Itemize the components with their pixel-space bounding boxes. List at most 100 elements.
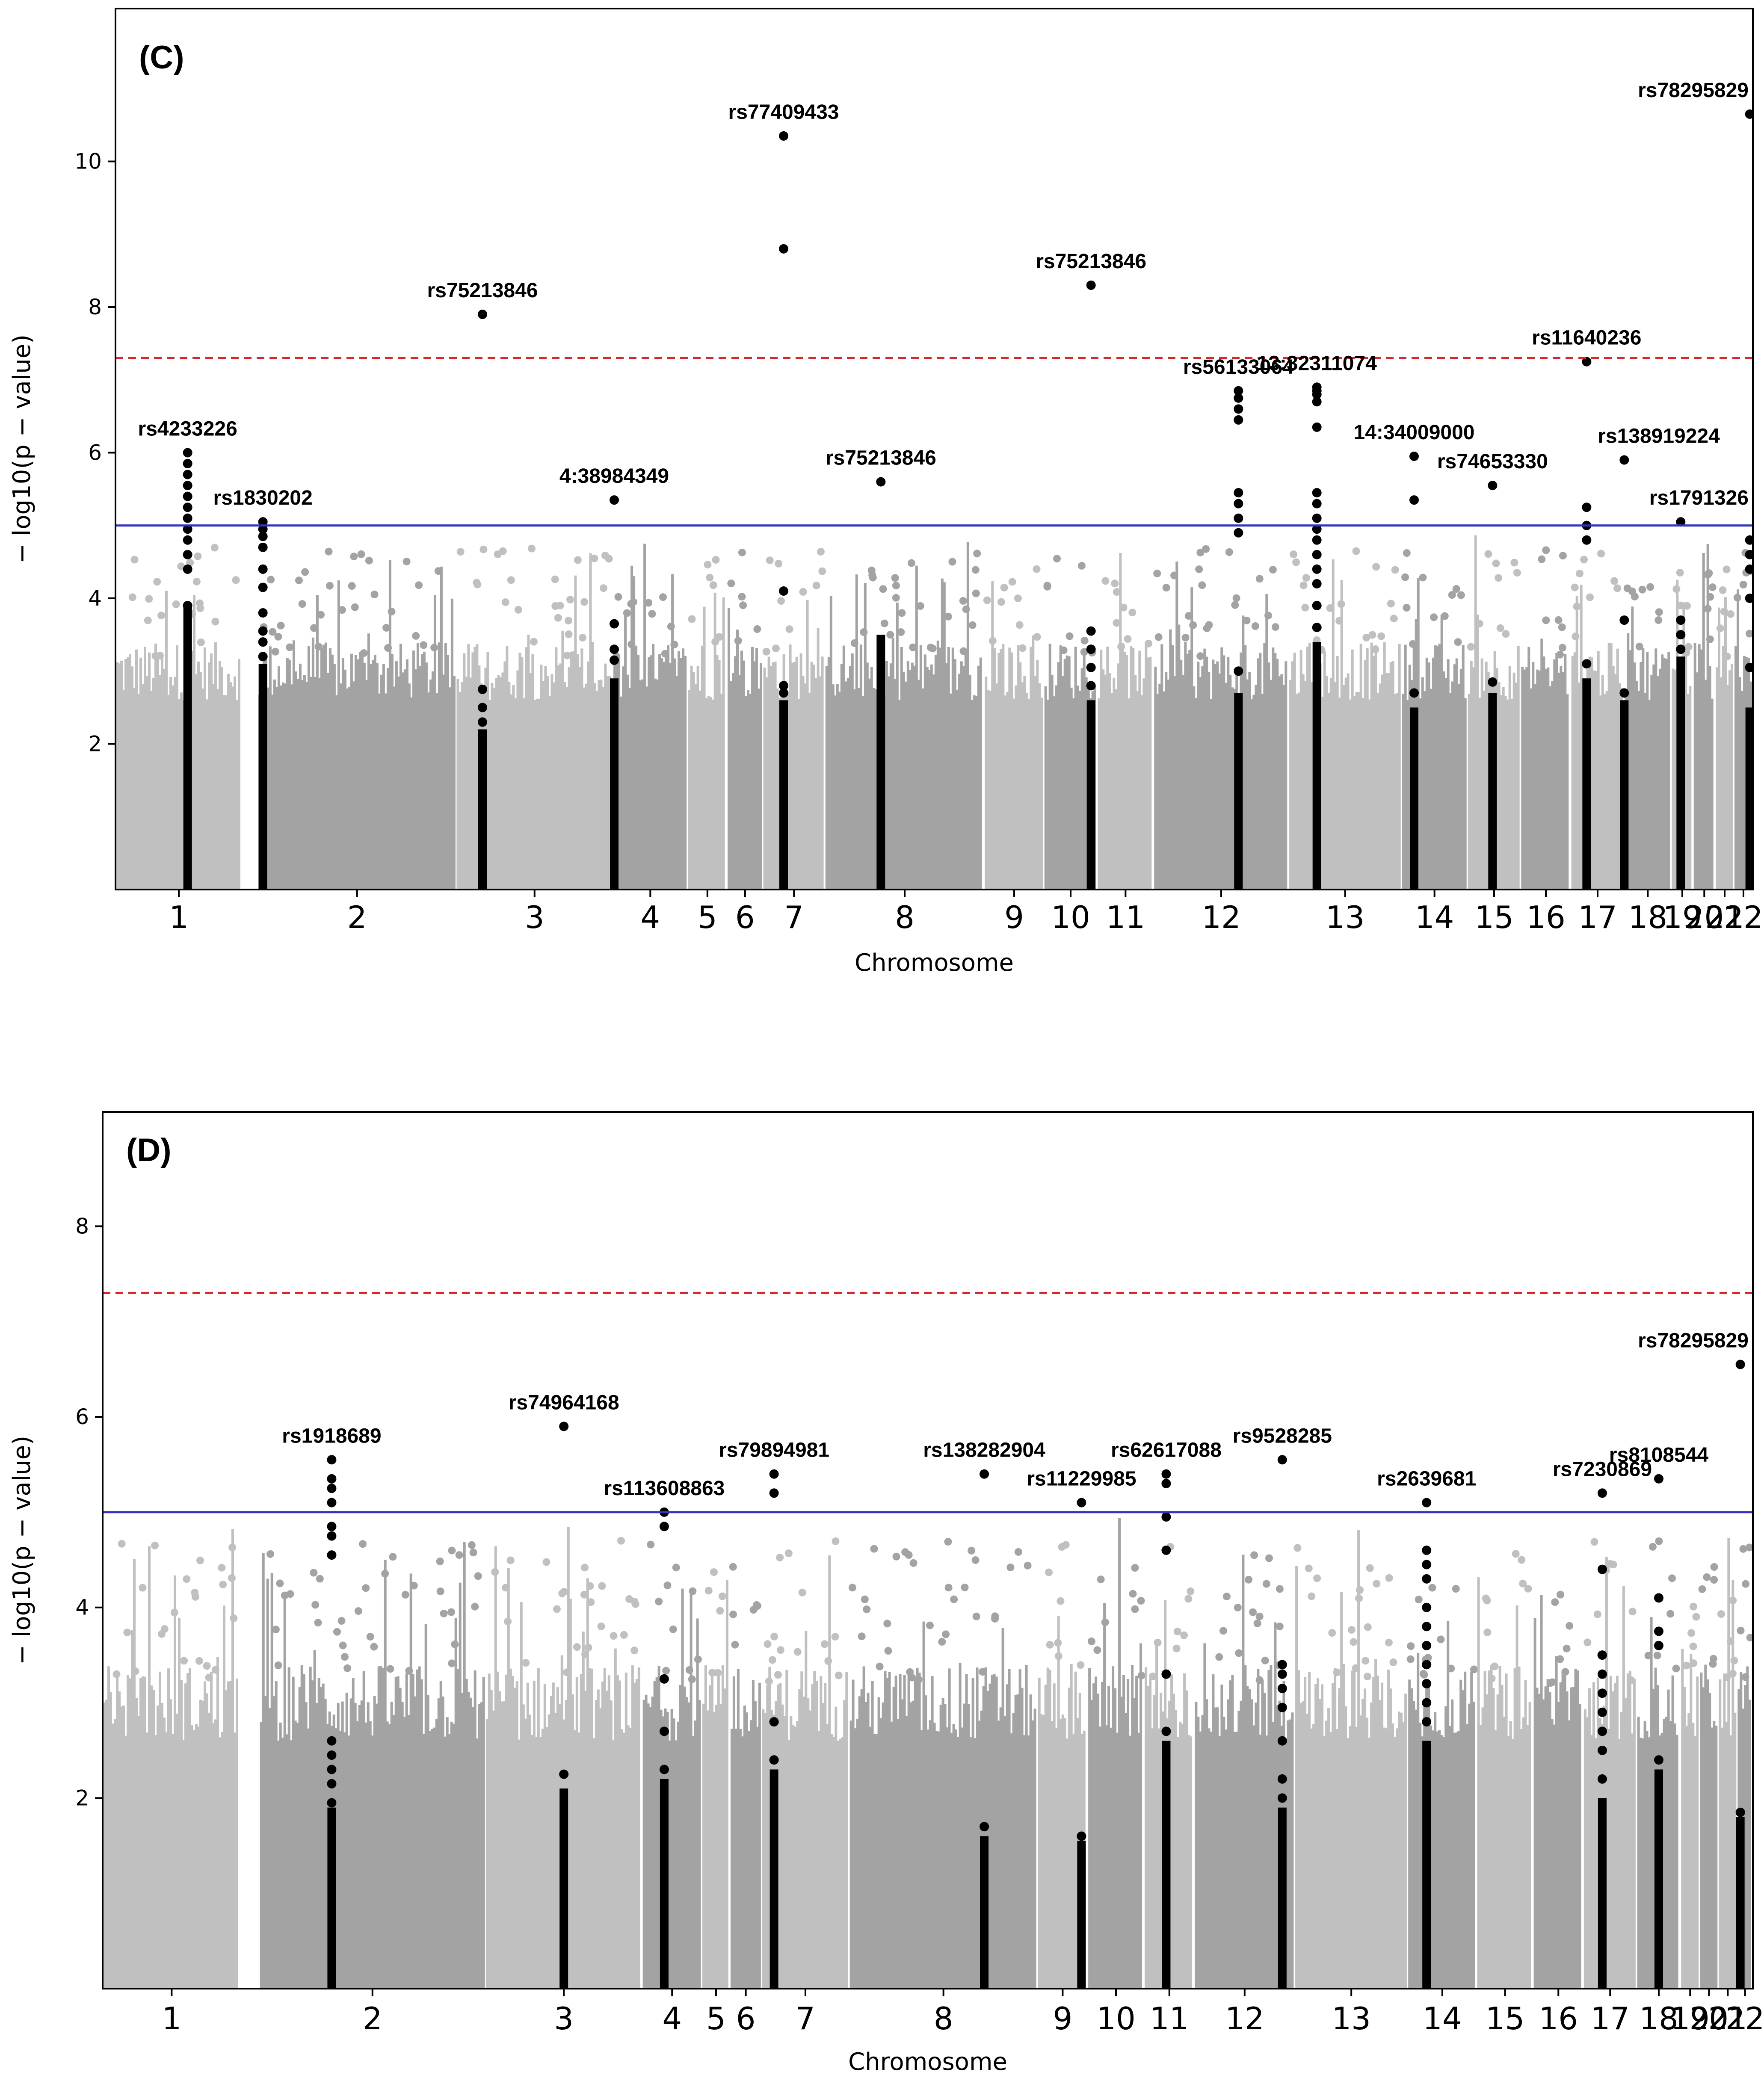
hit-snp-point	[1077, 1831, 1086, 1841]
snp-point	[1556, 650, 1564, 659]
hit-snp-point	[1597, 1707, 1607, 1717]
chromosome-3-band	[456, 553, 611, 890]
hit-snp-point	[1422, 1717, 1432, 1727]
snp-point	[1512, 1550, 1520, 1558]
snp-point	[1184, 1595, 1193, 1603]
snp-point	[929, 644, 937, 653]
snp-point	[139, 1584, 147, 1592]
hit-snp-point	[559, 1422, 569, 1431]
snp-point	[672, 1564, 680, 1572]
hit-snp-point	[769, 1469, 779, 1479]
snp-point	[997, 598, 1005, 606]
hit-snp-point	[258, 608, 268, 618]
chromosome-18-band	[1625, 606, 1670, 890]
snp-point	[1153, 569, 1161, 577]
snp-point	[499, 547, 507, 555]
hit-snp-point	[1597, 1650, 1607, 1660]
snp-point	[196, 1556, 204, 1564]
chromosome-3-band	[485, 1527, 640, 1989]
hit-column-bar	[1410, 707, 1418, 890]
snp-point	[1557, 1590, 1565, 1599]
hit-snp-point	[1312, 524, 1322, 534]
snp-point	[412, 632, 420, 640]
snp-point	[762, 647, 770, 656]
snp-annotation-label: rs74964168	[509, 1391, 619, 1414]
snp-point	[1170, 571, 1178, 579]
snp-point	[1467, 643, 1475, 651]
snp-point	[1362, 634, 1370, 641]
snp-point	[112, 1670, 121, 1678]
snp-point	[563, 651, 571, 659]
snp-point	[971, 566, 980, 574]
hit-snp-point	[258, 542, 268, 552]
hit-column-bar	[876, 635, 885, 890]
hit-snp-point	[1234, 415, 1243, 425]
snp-point	[144, 616, 152, 624]
x-tick-label: 17	[1590, 2001, 1630, 2037]
snp-point	[1441, 612, 1449, 620]
snp-point	[501, 598, 509, 606]
x-tick-label: 9	[1053, 2001, 1072, 2037]
hit-column-bar	[1234, 693, 1243, 890]
chromosome-21-band	[1716, 597, 1733, 890]
hit-column-bar	[1077, 1841, 1086, 1989]
snp-point	[1739, 581, 1747, 588]
axes-frame	[115, 8, 1754, 890]
snp-point	[753, 625, 761, 633]
snp-point	[1644, 1652, 1652, 1660]
snp-point	[580, 598, 589, 606]
snp-point	[1219, 1627, 1227, 1635]
hit-snp-point	[1277, 1703, 1287, 1712]
snp-point	[983, 596, 991, 604]
snp-point	[316, 1575, 324, 1583]
snp-point	[968, 1546, 976, 1555]
snp-point	[195, 1657, 203, 1665]
hit-snp-point	[1422, 1546, 1432, 1555]
snp-point	[558, 1589, 566, 1597]
snp-point	[565, 630, 573, 638]
snp-point	[1062, 1541, 1070, 1549]
hit-snp-point	[183, 448, 192, 458]
y-tick-label: 2	[75, 1785, 89, 1810]
snp-annotation-label: rs1791326	[1649, 487, 1749, 509]
hit-snp-point	[610, 495, 619, 505]
snp-point	[354, 1607, 362, 1615]
snp-point	[440, 1609, 448, 1617]
hit-snp-point	[1745, 594, 1753, 603]
hit-snp-point	[258, 532, 268, 541]
x-tick-label: 1	[169, 899, 189, 935]
snp-point	[688, 1675, 696, 1683]
snp-point	[183, 1575, 191, 1583]
snp-point	[775, 559, 783, 568]
snp-point	[731, 1641, 739, 1649]
hit-snp-point	[779, 131, 788, 141]
hit-snp-point	[327, 1522, 337, 1531]
snp-point	[766, 556, 774, 565]
x-tick-label: 15	[1474, 899, 1514, 935]
hit-snp-point	[980, 1822, 989, 1832]
snp-point	[574, 556, 582, 564]
snp-point	[712, 556, 720, 564]
snp-point	[1385, 1574, 1393, 1582]
hit-snp-point	[779, 586, 788, 596]
snp-point	[230, 1614, 238, 1622]
chromosome-16-points	[1521, 546, 1569, 890]
snp-point	[337, 1617, 346, 1625]
snp-point	[630, 1646, 639, 1655]
hit-column-12	[1735, 1360, 1745, 1989]
hit-snp-point	[1312, 513, 1322, 523]
snp-point	[1131, 1564, 1139, 1572]
hit-snp-point	[1161, 1512, 1171, 1522]
snp-point	[776, 1646, 784, 1654]
snp-point	[1364, 1623, 1372, 1631]
snp-point	[694, 1655, 702, 1664]
hit-snp-point	[1234, 528, 1243, 538]
snp-point	[1745, 1543, 1753, 1552]
chromosome-20-band	[1693, 544, 1714, 890]
y-tick-label: 4	[75, 1595, 89, 1620]
snp-point	[382, 624, 391, 632]
hit-snp-point	[1597, 1488, 1607, 1498]
snp-point	[869, 573, 877, 582]
hit-snp-point	[779, 681, 788, 691]
